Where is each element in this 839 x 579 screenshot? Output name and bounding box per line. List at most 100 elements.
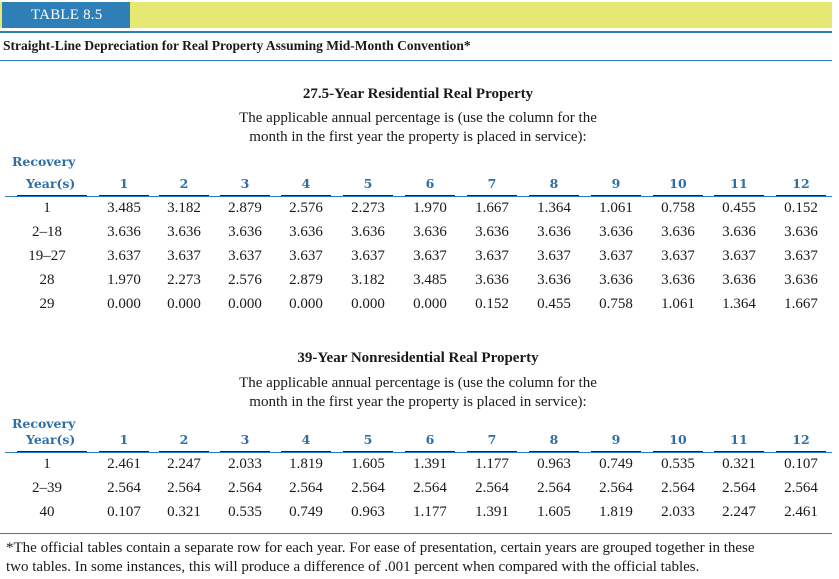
percentage-cell: 0.455 bbox=[537, 296, 571, 312]
percentage-cell: 1.391 bbox=[413, 456, 447, 472]
nonresidential-instruction-line1: The applicable annual percentage is (use… bbox=[239, 375, 597, 391]
percentage-cell: 2.273 bbox=[167, 272, 201, 288]
percentage-cell: 3.636 bbox=[661, 224, 695, 240]
column-header: 3 bbox=[240, 432, 250, 447]
nonresidential-years-label: Year(s) bbox=[26, 432, 76, 447]
percentage-cell: 3.636 bbox=[537, 224, 571, 240]
header-rule bbox=[0, 31, 832, 33]
percentage-cell: 3.636 bbox=[784, 224, 818, 240]
percentage-cell: 3.636 bbox=[537, 272, 571, 288]
percentage-cell: 2.273 bbox=[351, 200, 385, 216]
percentage-cell: 3.637 bbox=[475, 248, 509, 264]
footnote-line1: *The official tables contain a separate … bbox=[6, 540, 755, 556]
percentage-cell: 1.177 bbox=[475, 456, 509, 472]
column-header: 6 bbox=[425, 176, 435, 191]
recovery-year-cell: 2–18 bbox=[32, 224, 62, 240]
percentage-cell: 1.364 bbox=[722, 296, 756, 312]
percentage-cell: 3.636 bbox=[475, 272, 509, 288]
percentage-cell: 3.636 bbox=[289, 224, 323, 240]
percentage-cell: 2.033 bbox=[661, 504, 695, 520]
percentage-cell: 0.107 bbox=[107, 504, 141, 520]
percentage-cell: 1.819 bbox=[599, 504, 633, 520]
recovery-year-cell: 2–39 bbox=[32, 480, 62, 496]
nonresidential-recovery-label: Recovery bbox=[12, 416, 76, 431]
percentage-cell: 0.963 bbox=[537, 456, 571, 472]
residential-instruction-line1: The applicable annual percentage is (use… bbox=[239, 110, 597, 126]
percentage-cell: 2.879 bbox=[289, 272, 323, 288]
recovery-year-cell: 19–27 bbox=[28, 248, 66, 264]
percentage-cell: 2.564 bbox=[475, 480, 509, 496]
recovery-year-cell: 40 bbox=[39, 504, 55, 520]
column-header: 4 bbox=[301, 432, 311, 447]
column-header: 1 bbox=[119, 432, 129, 447]
percentage-cell: 0.107 bbox=[784, 456, 818, 472]
percentage-cell: 3.637 bbox=[107, 248, 141, 264]
percentage-cell: 3.182 bbox=[167, 200, 201, 216]
percentage-cell: 3.636 bbox=[599, 272, 633, 288]
table-tag: TABLE 8.5 bbox=[2, 2, 130, 28]
percentage-cell: 0.152 bbox=[784, 200, 818, 216]
column-header: 2 bbox=[179, 176, 189, 191]
residential-instruction: The applicable annual percentage is (use… bbox=[0, 109, 836, 147]
column-header: 8 bbox=[549, 432, 559, 447]
column-header: 12 bbox=[792, 176, 810, 191]
footnote-line2: two tables. In some instances, this will… bbox=[6, 559, 700, 575]
residential-title: 27.5-Year Residential Real Property bbox=[302, 86, 534, 102]
column-header: 9 bbox=[611, 176, 621, 191]
percentage-cell: 0.455 bbox=[722, 200, 756, 216]
percentage-cell: 2.564 bbox=[228, 480, 262, 496]
percentage-cell: 2.564 bbox=[661, 480, 695, 496]
percentage-cell: 0.321 bbox=[167, 504, 201, 520]
column-header: 6 bbox=[425, 432, 435, 447]
percentage-cell: 1.061 bbox=[599, 200, 633, 216]
percentage-cell: 0.535 bbox=[228, 504, 262, 520]
percentage-cell: 0.963 bbox=[351, 504, 385, 520]
percentage-cell: 3.637 bbox=[599, 248, 633, 264]
percentage-cell: 2.564 bbox=[167, 480, 201, 496]
column-header: 3 bbox=[240, 176, 250, 191]
column-header: 9 bbox=[611, 432, 621, 447]
table-caption: Straight-Line Depreciation for Real Prop… bbox=[3, 38, 471, 53]
column-header: 11 bbox=[730, 432, 748, 447]
percentage-cell: 0.000 bbox=[107, 296, 141, 312]
percentage-cell: 3.637 bbox=[289, 248, 323, 264]
percentage-cell: 3.636 bbox=[722, 224, 756, 240]
nonresidential-instruction-line2: month in the first year the property is … bbox=[249, 394, 587, 410]
percentage-cell: 2.033 bbox=[228, 456, 262, 472]
percentage-cell: 2.564 bbox=[413, 480, 447, 496]
percentage-cell: 1.667 bbox=[784, 296, 818, 312]
percentage-cell: 1.970 bbox=[107, 272, 141, 288]
percentage-cell: 2.461 bbox=[107, 456, 141, 472]
column-header: 4 bbox=[301, 176, 311, 191]
percentage-cell: 2.564 bbox=[107, 480, 141, 496]
percentage-cell: 0.758 bbox=[661, 200, 695, 216]
recovery-year-cell: 29 bbox=[39, 296, 55, 312]
percentage-cell: 2.564 bbox=[289, 480, 323, 496]
percentage-cell: 3.637 bbox=[537, 248, 571, 264]
nonresidential-header-rule bbox=[5, 452, 832, 453]
column-header: 5 bbox=[363, 176, 373, 191]
percentage-cell: 3.636 bbox=[784, 272, 818, 288]
percentage-cell: 3.182 bbox=[351, 272, 385, 288]
percentage-cell: 2.576 bbox=[228, 272, 262, 288]
percentage-cell: 0.000 bbox=[167, 296, 201, 312]
recovery-year-cell: 28 bbox=[39, 272, 55, 288]
column-header: 11 bbox=[730, 176, 748, 191]
column-header: 2 bbox=[179, 432, 189, 447]
nonresidential-title: 39-Year Nonresidential Real Property bbox=[297, 350, 539, 366]
percentage-cell: 3.636 bbox=[599, 224, 633, 240]
column-header: 1 bbox=[119, 176, 129, 191]
percentage-cell: 3.485 bbox=[413, 272, 447, 288]
column-header: 12 bbox=[792, 432, 810, 447]
percentage-cell: 0.000 bbox=[413, 296, 447, 312]
percentage-cell: 3.636 bbox=[107, 224, 141, 240]
percentage-cell: 3.485 bbox=[107, 200, 141, 216]
residential-instruction-line2: month in the first year the property is … bbox=[249, 129, 587, 145]
percentage-cell: 0.758 bbox=[599, 296, 633, 312]
percentage-cell: 3.636 bbox=[722, 272, 756, 288]
percentage-cell: 0.749 bbox=[599, 456, 633, 472]
column-header: 8 bbox=[549, 176, 559, 191]
percentage-cell: 2.564 bbox=[784, 480, 818, 496]
percentage-cell: 3.636 bbox=[228, 224, 262, 240]
percentage-cell: 0.535 bbox=[661, 456, 695, 472]
